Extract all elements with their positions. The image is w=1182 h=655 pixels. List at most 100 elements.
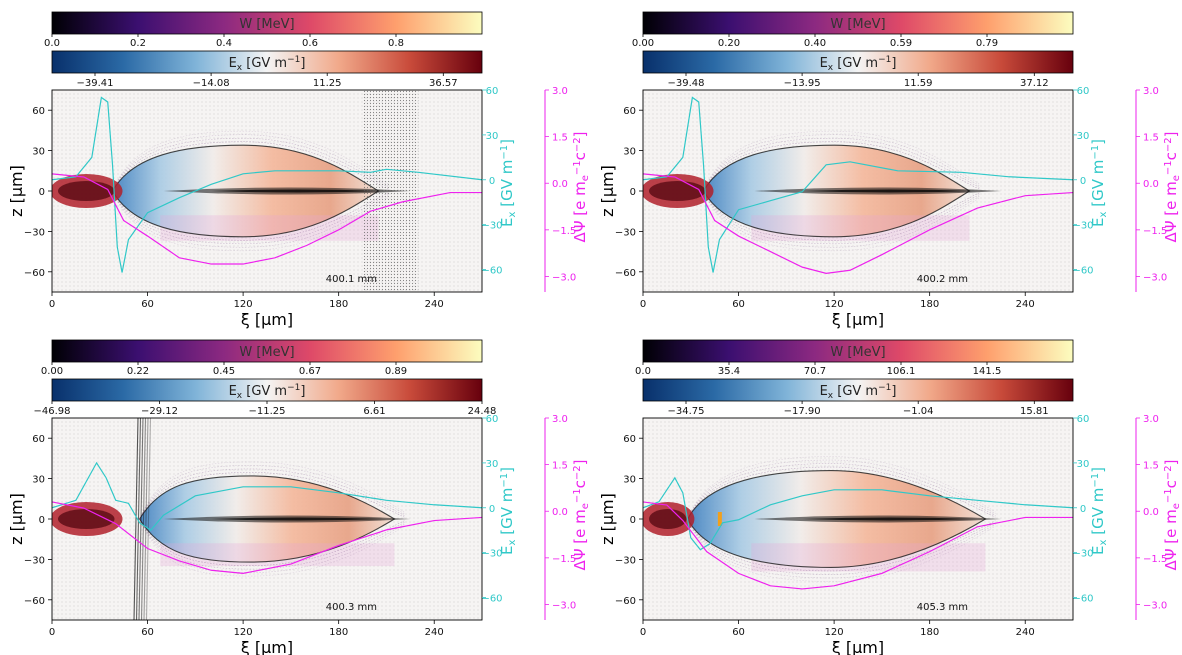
psi-axis-tick-label: 1.5	[1143, 133, 1159, 144]
trailing-bunch	[717, 512, 722, 526]
z-tick-label: 60	[32, 434, 45, 445]
ex-tick-label: −17.90	[784, 406, 821, 417]
z-tick-label: 60	[623, 106, 636, 117]
z-tick-label: 0	[39, 187, 45, 198]
ex-tick-label: 11.25	[313, 78, 342, 89]
ex-axis-tick-label: 0	[489, 504, 495, 515]
z-tick-label: −30	[24, 227, 45, 238]
ex-axis-label: Ex [GV m−1]	[498, 467, 518, 555]
psi-axis-tick-label: 0.0	[1143, 507, 1159, 518]
ex-tick-label: 24.48	[468, 406, 497, 417]
ex-line	[52, 96, 482, 273]
ex-axis-tick-label: 60	[1077, 414, 1090, 425]
ex-tick-label: −34.75	[667, 406, 704, 417]
x-tick-label: 120	[234, 627, 253, 638]
sheath-trajectory	[687, 466, 996, 572]
w-tick-label: 0.6	[302, 38, 318, 49]
witness-beam-core	[211, 517, 387, 521]
sheath-trajectory	[139, 461, 405, 577]
sheath-trajectory	[703, 134, 980, 248]
ex-axis-tick-label: −30	[481, 549, 502, 560]
ex-axis-tick-label: 60	[486, 414, 499, 425]
psi-axis-label: ΔΨ [e me−1c−2]	[571, 131, 591, 242]
x-tick-label: 180	[920, 299, 939, 310]
w-tick-label: 0.22	[127, 366, 149, 377]
ex-axis-tick-label: −60	[481, 594, 502, 605]
ex-tick-label: −29.12	[141, 406, 178, 417]
z-tick-label: −60	[615, 596, 636, 607]
witness-beam-core	[802, 517, 978, 521]
ex-axis-tick-label: 30	[486, 131, 499, 142]
w-tick-label: 0.8	[388, 38, 404, 49]
sheath-trajectory	[112, 137, 389, 245]
w-tick-label: 0.79	[976, 38, 998, 49]
x-tick-label: 180	[329, 299, 348, 310]
z-tick-label: −60	[24, 268, 45, 279]
w-colorbar-label: W [MeV]	[239, 17, 294, 32]
x-axis-label: ξ [μm]	[832, 638, 884, 655]
z-tick-label: 30	[32, 147, 45, 158]
psi-axis-tick-label: 3.0	[1143, 86, 1159, 97]
z-tick-label: 0	[630, 187, 636, 198]
ex-colorbar-label: Ex [GV m−1]	[229, 55, 306, 73]
x-tick-label: 240	[1016, 627, 1035, 638]
position-label: 400.1 mm	[326, 274, 377, 285]
ex-axis-tick-label: 30	[1077, 459, 1090, 470]
z-tick-label: 30	[623, 147, 636, 158]
ex-tick-label: −11.25	[248, 406, 285, 417]
position-label: 405.3 mm	[917, 602, 968, 613]
x-tick-label: 180	[329, 627, 348, 638]
x-tick-label: 60	[732, 627, 745, 638]
z-tick-label: −60	[24, 596, 45, 607]
ex-axis-tick-label: 0	[1080, 176, 1086, 187]
psi-axis-tick-label: −1.5	[552, 554, 576, 565]
ex-axis-tick-label: 0	[489, 176, 495, 187]
psi-axis-tick-label: 3.0	[552, 86, 568, 97]
lower-half-tint	[160, 543, 395, 567]
ex-axis-tick-label: −60	[1072, 594, 1093, 605]
ex-axis-tick-label: −60	[481, 266, 502, 277]
w-tick-label: 0.00	[41, 366, 63, 377]
driver-beam-core	[649, 509, 687, 529]
psi-line	[52, 173, 482, 265]
plot-area	[643, 418, 1073, 620]
z-tick-label: −60	[615, 268, 636, 279]
ex-tick-label: −46.98	[33, 406, 70, 417]
psi-axis-label: ΔΨ [e me−1c−2]	[1162, 459, 1182, 570]
x-tick-label: 60	[141, 299, 154, 310]
w-tick-label: 0.45	[213, 366, 235, 377]
w-tick-label: 0.00	[632, 38, 654, 49]
electron-streak	[138, 418, 144, 620]
psi-axis-tick-label: 1.5	[1143, 461, 1159, 472]
ex-axis-tick-label: 0	[1080, 504, 1086, 515]
driver-beam-core	[649, 181, 706, 201]
w-colorbar	[642, 11, 1074, 35]
ex-colorbar-label: Ex [GV m−1]	[820, 383, 897, 401]
sheath-trajectory	[687, 459, 996, 579]
position-label: 400.2 mm	[917, 274, 968, 285]
w-colorbar	[642, 339, 1074, 363]
x-tick-label: 60	[141, 627, 154, 638]
z-tick-label: 30	[32, 475, 45, 486]
w-colorbar	[51, 339, 483, 363]
ex-axis-tick-label: 30	[1077, 131, 1090, 142]
w-tick-label: 0.4	[216, 38, 232, 49]
z-tick-label: −30	[615, 227, 636, 238]
psi-axis-tick-label: −3.0	[1143, 272, 1167, 283]
electron-streak	[145, 418, 152, 620]
ex-line	[52, 461, 482, 532]
psi-axis-tick-label: −3.0	[1143, 600, 1167, 611]
z-tick-label: 0	[630, 515, 636, 526]
sheath-trajectory	[687, 463, 996, 575]
w-tick-label: 141.5	[973, 366, 1002, 377]
sheath-trajectory	[703, 141, 980, 241]
ex-tick-label: 37.12	[1020, 78, 1049, 89]
z-tick-label: 30	[623, 475, 636, 486]
psi-axis-tick-label: −1.5	[552, 226, 576, 237]
w-tick-label: 0.89	[385, 366, 407, 377]
w-tick-label: 35.4	[718, 366, 740, 377]
electron-streak	[133, 418, 139, 620]
